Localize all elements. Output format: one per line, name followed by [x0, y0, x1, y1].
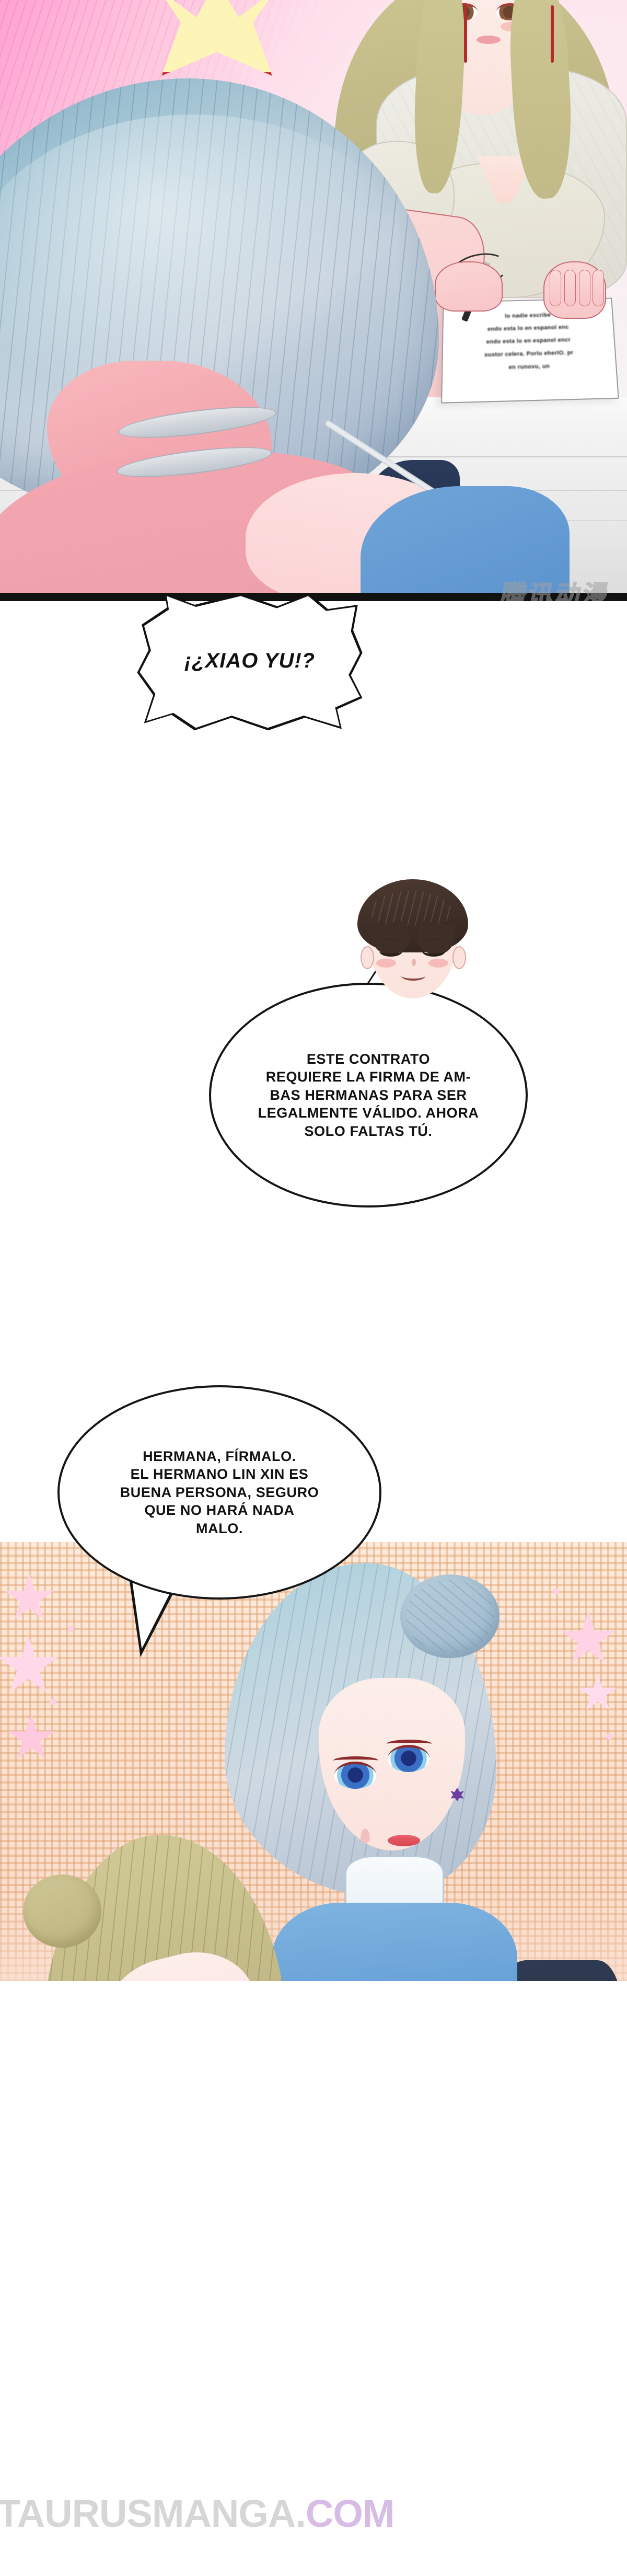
b3-line-5: MALO.	[196, 1520, 243, 1536]
boy-right-ear	[452, 946, 466, 969]
boy-left-eyebrow	[379, 938, 401, 944]
b2-line-1: ESTE CONTRATO	[306, 1051, 431, 1067]
contract-line-5: en runovu, un	[508, 363, 550, 371]
blonde-sister-hair-bun	[23, 1874, 101, 1948]
blue-sister-lips	[388, 1835, 420, 1846]
panel-sisters-hug: 腾讯动漫	[0, 1542, 627, 2576]
b3-line-1: HERMANA, FÍRMALO.	[143, 1448, 296, 1464]
boy-smile	[401, 971, 425, 981]
boy-dialogue-bubble[interactable]: ESTE CONTRATO REQUIERE LA FIRMA DE AM- B…	[209, 983, 528, 1208]
blue-sister-dress	[361, 486, 570, 601]
decor-dot	[50, 1699, 56, 1705]
boy-right-eye	[422, 946, 445, 957]
boy-character-head	[353, 879, 473, 1003]
panel2-lower-white	[0, 1981, 627, 2576]
panel-contract-signing: lo nadie escribe endo esta lo en espanol…	[0, 0, 627, 601]
sister-dialogue-bubble[interactable]: HERMANA, FÍRMALO. EL HERMANO LIN XIN ES …	[57, 1385, 381, 1600]
decor-dot	[553, 1588, 559, 1594]
boy-right-blush	[428, 959, 448, 968]
contract-line-4: sustor celera. Porlu eherlO. pr	[484, 349, 574, 359]
blonde-lips	[477, 36, 501, 44]
contract-line-1: lo nadie escribe	[505, 312, 551, 319]
b2-line-2: REQUIERE LA FIRMA DE AM-	[265, 1069, 471, 1085]
b2-line-3: BAS HERMANAS PARA SER	[270, 1087, 467, 1103]
blonde-left-hand	[435, 261, 503, 312]
decor-dot	[68, 1626, 74, 1632]
blue-sister-right-eye	[388, 1745, 429, 1772]
boy-nose	[412, 959, 416, 966]
contract-line-2: endo esta lo en espanol enc	[487, 324, 570, 332]
b3-line-4: QUE NO HARÁ NADA	[144, 1502, 295, 1519]
boy-left-ear	[361, 946, 374, 969]
b2-line-5: SOLO FALTAS TÚ.	[304, 1123, 433, 1139]
blonde-right-hand	[543, 261, 606, 319]
b2-line-4: LEGALMENTE VÁLIDO. AHORA	[258, 1105, 479, 1121]
blue-sister-left-eye	[334, 1762, 376, 1789]
blue-sister-left-lash	[333, 1756, 378, 1765]
shout-bubble[interactable]: ¡¿XIAO YU!?	[140, 596, 360, 728]
boy-dialogue-text: ESTE CONTRATO REQUIERE LA FIRMA DE AM- B…	[234, 1050, 503, 1141]
blue-sister-right-lash	[387, 1740, 432, 1748]
b3-line-2: EL HERMANO LIN XIN ES	[130, 1466, 309, 1482]
decor-dot	[606, 1733, 612, 1740]
shout-bubble-text: ¡¿XIAO YU!?	[184, 649, 316, 673]
sweat-drop-icon	[361, 1828, 370, 1843]
blue-sister-hair-bun	[400, 1574, 500, 1658]
boy-left-blush	[376, 959, 396, 968]
blonde-tassel-right	[551, 5, 554, 63]
boy-left-eye	[379, 946, 402, 957]
contract-line-3: endo esta lo en espanol encr	[486, 337, 571, 346]
blonde-tassel-left	[464, 5, 467, 63]
boy-right-eyebrow	[423, 938, 445, 944]
sister-dialogue-text: HERMANA, FÍRMALO. EL HERMANO LIN XIN ES …	[98, 1447, 341, 1538]
b3-line-3: BUENA PERSONA, SEGURO	[120, 1484, 319, 1500]
contract-text-block: lo nadie escribe endo esta lo en espanol…	[450, 310, 608, 372]
